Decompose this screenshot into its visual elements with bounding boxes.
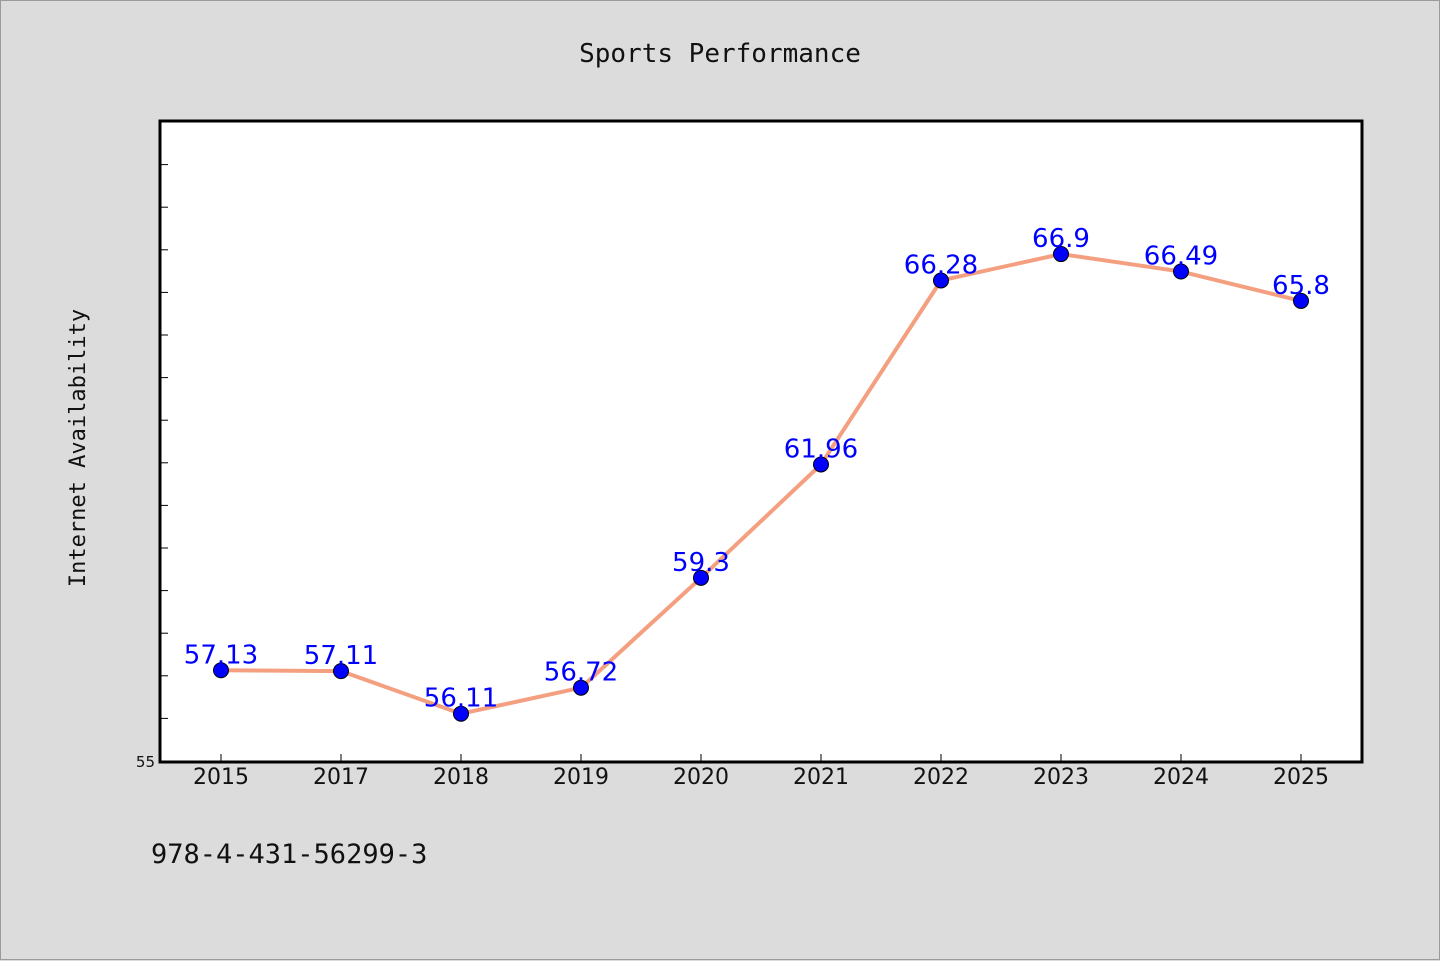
data-label: 66.9 xyxy=(1032,224,1090,254)
data-point-marker xyxy=(453,705,469,722)
y-tick-label: 55 xyxy=(136,753,155,771)
data-point-marker xyxy=(213,662,229,679)
data-label: 66.49 xyxy=(1144,242,1218,272)
data-label: 56.11 xyxy=(424,684,498,714)
chart-title: Sports Performance xyxy=(579,39,861,69)
x-tick-label: 2017 xyxy=(313,765,369,790)
x-tick-label: 2018 xyxy=(433,765,489,790)
x-tick-label: 2020 xyxy=(673,765,729,790)
data-point-marker xyxy=(1173,263,1189,280)
footer-isbn: 978-4-431-56299-3 xyxy=(151,839,427,870)
plot-area xyxy=(158,119,1364,764)
x-tick-label: 2021 xyxy=(793,765,849,790)
data-point-marker xyxy=(1293,292,1309,309)
series-line xyxy=(219,252,1303,716)
data-point-marker xyxy=(933,272,949,289)
x-tick-label: 2025 xyxy=(1273,765,1329,790)
x-tick-label: 2022 xyxy=(913,765,969,790)
data-label: 57.13 xyxy=(184,640,258,670)
data-label-layer: 57.13 57.11 56.11 56.72 59.3 61.96 66.28 66.9 66… xyxy=(184,224,1330,714)
x-tick-label: 2023 xyxy=(1033,765,1089,790)
x-tick-label: 2024 xyxy=(1153,765,1209,790)
y-axis-ticks: 55 xyxy=(136,121,168,771)
data-point-marker xyxy=(813,456,829,473)
x-tick-label: 2015 xyxy=(193,765,249,790)
data-label: 61.96 xyxy=(784,435,858,465)
data-point-marker xyxy=(1053,246,1069,263)
data-label: 57.11 xyxy=(304,641,378,671)
marker-layer xyxy=(213,246,1309,722)
data-label: 66.28 xyxy=(904,250,978,280)
data-label: 59.3 xyxy=(672,548,730,578)
y-axis-label: Internet Availability xyxy=(66,309,91,587)
x-tick-label: 2019 xyxy=(553,765,609,790)
data-point-marker xyxy=(333,663,349,680)
data-point-marker xyxy=(693,569,709,586)
data-point-marker xyxy=(573,679,589,696)
x-axis-ticks: 2015 2017 2018 2019 2020 2021 2022 2023 2024 2025 xyxy=(193,754,1329,790)
data-label: 56.72 xyxy=(544,658,618,688)
data-label: 65.8 xyxy=(1272,271,1330,301)
series-line-layer xyxy=(219,252,1303,716)
